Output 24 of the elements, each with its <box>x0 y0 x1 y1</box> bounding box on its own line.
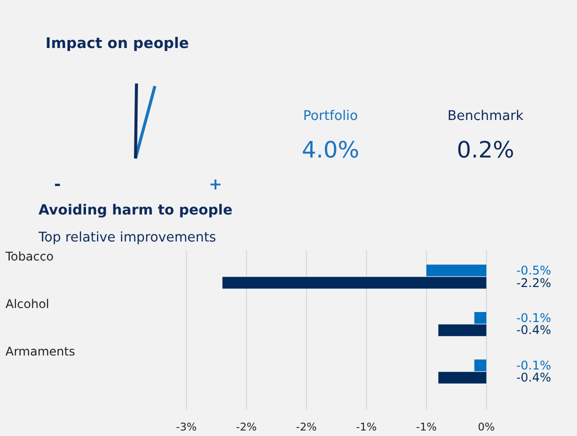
x-tick-label: -2% <box>296 420 317 434</box>
chart-subtitle: Top relative improvements <box>38 230 216 246</box>
y-tick-label: Tobacco <box>4 250 54 264</box>
category-label: Portfolio <box>303 109 358 124</box>
text: + <box>208 174 222 194</box>
x-tick-label: -3% <box>176 420 197 434</box>
text: Impact on people <box>46 35 190 52</box>
x-tick-label: 0% <box>478 420 495 434</box>
data-label: -0.4% <box>516 370 552 385</box>
x-tick-label: -2% <box>236 420 257 434</box>
x-tick-label: -1% <box>356 420 377 434</box>
data-label: -2.2% <box>516 276 552 290</box>
chart-title: Avoiding harm to people <box>38 202 232 218</box>
data-label: -0.1% <box>516 310 552 325</box>
data-label: -0.5% <box>516 263 552 278</box>
data-label: -0.1% <box>516 358 552 372</box>
data-label: 0.2% <box>456 138 514 164</box>
y-tick-label: Armaments <box>6 344 76 359</box>
category-label: Benchmark <box>448 109 524 124</box>
x-tick-label: -1% <box>416 420 437 434</box>
data-label: -0.4% <box>516 323 552 338</box>
text: - <box>54 174 61 194</box>
y-tick-label: Alcohol <box>6 297 50 312</box>
data-label: 4.0% <box>302 138 360 164</box>
